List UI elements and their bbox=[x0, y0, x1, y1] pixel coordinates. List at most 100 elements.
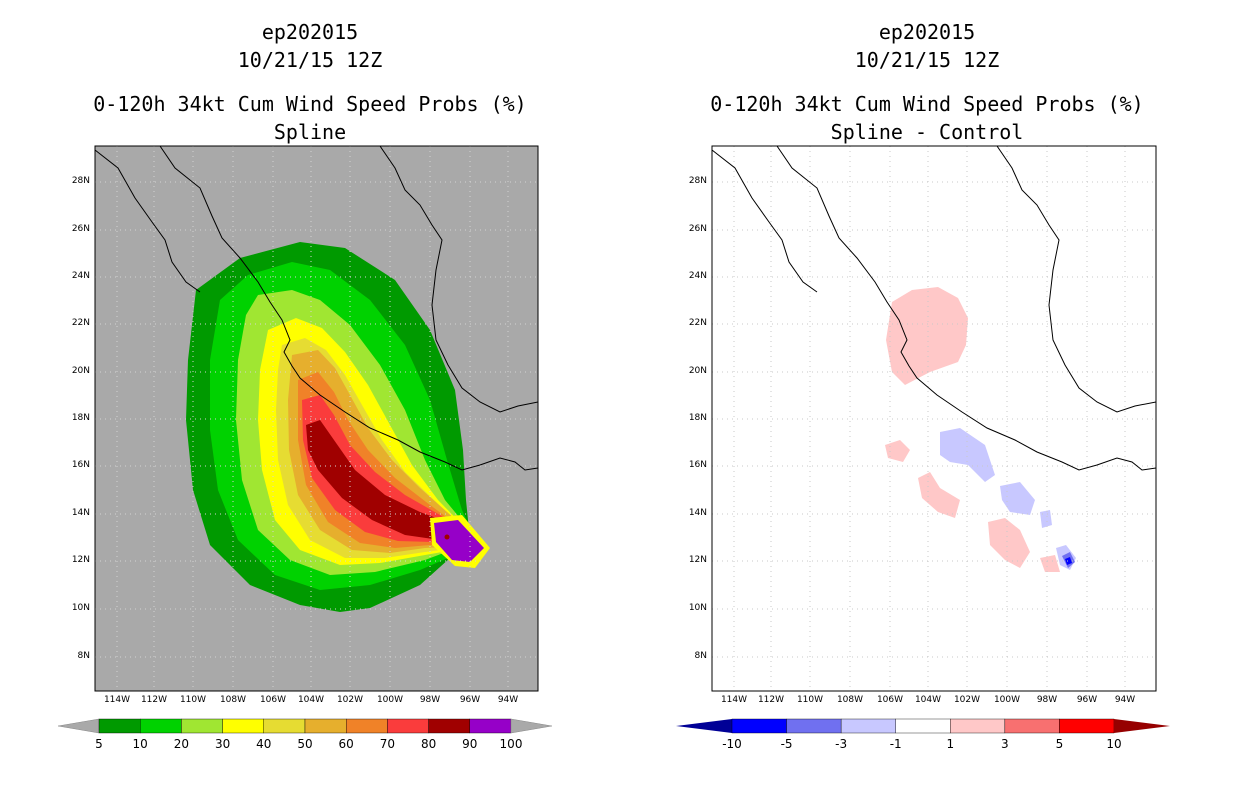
colorbar-tick-label: 80 bbox=[420, 737, 437, 751]
right-colorbar-swatches bbox=[731, 718, 1115, 734]
contour-100 bbox=[434, 520, 484, 562]
contour-70 bbox=[302, 395, 485, 545]
diff-negative-center bbox=[1065, 557, 1072, 565]
lat-label: 18N bbox=[688, 413, 707, 423]
colorbar-tick-label: 3 bbox=[1001, 737, 1009, 751]
colorbar-swatch bbox=[950, 718, 1006, 734]
colorbar-swatch bbox=[840, 718, 896, 734]
right-product-title: 0-120h 34kt Cum Wind Speed Probs (%) bbox=[710, 92, 1144, 116]
right-map-panel bbox=[711, 145, 1157, 692]
colorbar-swatch bbox=[346, 718, 388, 734]
diff-positive-mid bbox=[918, 472, 960, 518]
lon-label: 108W bbox=[219, 695, 247, 705]
lon-label: 94W bbox=[1114, 695, 1136, 705]
colorbar-tick-label: -3 bbox=[835, 737, 848, 751]
right-date: 10/21/15 12Z bbox=[854, 48, 1000, 72]
colorbar-swatch bbox=[181, 718, 223, 734]
colorbar-tick-label: 5 bbox=[95, 737, 103, 751]
left-map-frame bbox=[94, 145, 539, 692]
lat-label: 14N bbox=[71, 508, 90, 518]
colorbar-swatch bbox=[895, 718, 951, 734]
lat-label: 28N bbox=[688, 176, 707, 186]
left-coastlines bbox=[95, 146, 538, 471]
right-gridlines bbox=[712, 146, 1156, 691]
lon-label: 100W bbox=[993, 695, 1021, 705]
colorbar-swatch bbox=[1059, 718, 1115, 734]
right-colorbar-over bbox=[1114, 719, 1170, 733]
lat-label: 22N bbox=[71, 318, 90, 328]
left-map-panel bbox=[94, 145, 539, 692]
left-colorbar-swatches bbox=[98, 718, 512, 734]
colorbar-tick-label: -5 bbox=[780, 737, 793, 751]
contour-80 bbox=[306, 420, 486, 545]
left-probability-contours bbox=[186, 242, 490, 612]
lon-label: 98W bbox=[419, 695, 441, 705]
lat-label: 12N bbox=[688, 555, 707, 565]
right-subtitle: Spline - Control bbox=[830, 120, 1024, 144]
right-difference-contours bbox=[885, 287, 1076, 572]
colorbar-tick-label: -1 bbox=[889, 737, 902, 751]
lat-label: 20N bbox=[71, 366, 90, 376]
lon-label: 96W bbox=[459, 695, 481, 705]
colorbar-tick-label: 1 bbox=[946, 737, 955, 751]
lon-label: 104W bbox=[914, 695, 942, 705]
colorbar-swatch bbox=[304, 718, 347, 734]
lat-label: 8N bbox=[77, 651, 90, 661]
lon-label: 94W bbox=[497, 695, 519, 705]
colorbar-swatch bbox=[387, 718, 429, 734]
lat-label: 10N bbox=[71, 603, 90, 613]
colorbar-tick-label: -10 bbox=[722, 737, 742, 751]
lon-label: 114W bbox=[103, 695, 131, 705]
colorbar-swatch bbox=[139, 718, 182, 734]
colorbar-swatch bbox=[222, 718, 265, 734]
colorbar-tick-label: 30 bbox=[214, 737, 231, 751]
lon-label: 106W bbox=[876, 695, 904, 705]
left-colorbar-under bbox=[57, 718, 100, 734]
colorbar-swatch bbox=[263, 718, 306, 734]
colorbar-swatch bbox=[98, 718, 141, 734]
lat-label: 26N bbox=[71, 224, 90, 234]
lon-label: 104W bbox=[297, 695, 325, 705]
colorbar-swatch bbox=[428, 718, 471, 734]
left-gridlines bbox=[95, 146, 538, 691]
lon-label: 110W bbox=[179, 695, 207, 705]
lat-label: 8N bbox=[694, 651, 707, 661]
lon-label: 98W bbox=[1036, 695, 1058, 705]
colorbar-tick-label: 5 bbox=[1055, 737, 1064, 751]
colorbar-tick-label: 90 bbox=[462, 737, 478, 751]
diff-negative-north bbox=[940, 428, 995, 482]
right-coastlines bbox=[712, 146, 1156, 471]
right-storm-id: ep202015 bbox=[878, 20, 976, 44]
diff-positive-north bbox=[886, 287, 968, 385]
lat-label: 22N bbox=[688, 318, 707, 328]
left-colorbar bbox=[57, 718, 553, 734]
colorbar-swatch bbox=[1004, 718, 1060, 734]
right-colorbar-under bbox=[676, 719, 732, 733]
lat-label: 24N bbox=[71, 271, 90, 281]
lon-label: 110W bbox=[796, 695, 824, 705]
lon-label: 112W bbox=[757, 695, 785, 705]
lat-label: 10N bbox=[688, 603, 707, 613]
lon-label: 112W bbox=[140, 695, 168, 705]
colorbar-tick-label: 60 bbox=[338, 737, 354, 751]
colorbar-tick-label: 40 bbox=[256, 737, 272, 751]
colorbar-tick-label: 20 bbox=[173, 737, 190, 751]
right-map-frame bbox=[711, 145, 1157, 692]
lon-label: 106W bbox=[259, 695, 287, 705]
lon-label: 96W bbox=[1076, 695, 1098, 705]
lat-label: 18N bbox=[71, 413, 90, 423]
colorbar-tick-label: 70 bbox=[379, 737, 396, 751]
right-colorbar bbox=[676, 718, 1170, 734]
storm-center-marker bbox=[444, 534, 450, 540]
left-colorbar-over bbox=[510, 718, 553, 734]
left-subtitle: Spline bbox=[273, 120, 347, 144]
lat-label: 24N bbox=[688, 271, 707, 281]
colorbar-tick-label: 10 bbox=[1106, 737, 1122, 751]
diff-positive-small-1 bbox=[885, 440, 910, 462]
lat-label: 12N bbox=[71, 555, 90, 565]
lon-label: 102W bbox=[336, 695, 364, 705]
lon-label: 100W bbox=[376, 695, 404, 705]
lat-label: 16N bbox=[688, 460, 707, 470]
lat-label: 14N bbox=[688, 508, 707, 518]
lon-label: 108W bbox=[836, 695, 864, 705]
